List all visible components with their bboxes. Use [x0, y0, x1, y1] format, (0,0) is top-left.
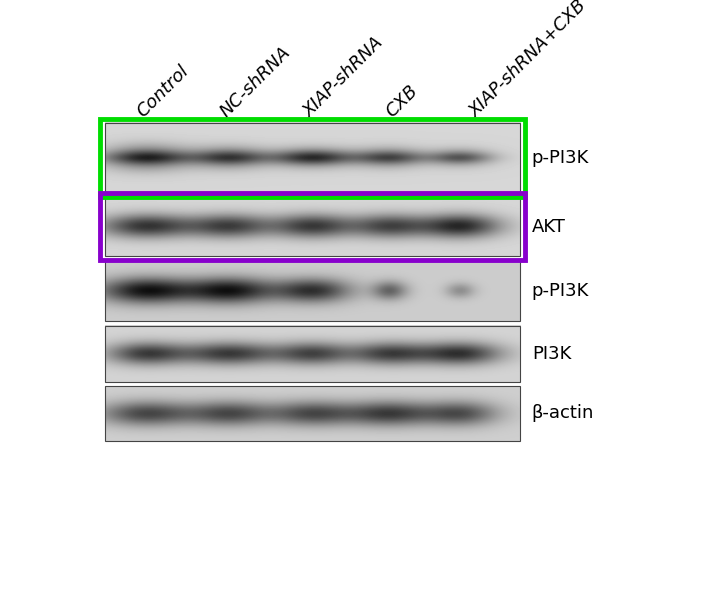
Bar — [104, 197, 520, 256]
Text: p-PI3K: p-PI3K — [532, 282, 589, 300]
Text: XIAP-shRNA: XIAP-shRNA — [300, 33, 387, 121]
Bar — [104, 326, 520, 382]
Text: AKT: AKT — [532, 218, 565, 236]
Text: β-actin: β-actin — [532, 404, 594, 422]
Bar — [104, 123, 520, 193]
Bar — [99, 119, 525, 197]
Text: XIAP-shRNA+CXB: XIAP-shRNA+CXB — [465, 0, 590, 121]
Text: PI3K: PI3K — [532, 345, 571, 363]
Bar — [104, 386, 520, 440]
Bar — [99, 193, 525, 260]
Text: Control: Control — [133, 62, 192, 121]
Text: CXB: CXB — [382, 82, 422, 121]
Text: NC-shRNA: NC-shRNA — [216, 43, 294, 121]
Text: p-PI3K: p-PI3K — [532, 149, 589, 167]
Bar — [104, 260, 520, 322]
